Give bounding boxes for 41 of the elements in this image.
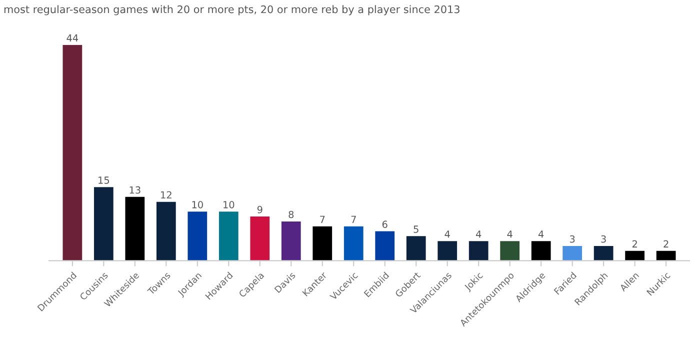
data-label: 4 [444,230,450,238]
data-label: 10 [224,201,234,208]
data-label: 4 [507,230,512,238]
data-label: 13 [130,186,140,194]
bar [438,241,458,261]
data-label: 12 [161,191,172,198]
data-label: 3 [601,235,606,243]
data-label: 2 [664,240,668,248]
data-label: 15 [98,176,110,184]
bar [625,250,645,261]
bar [562,246,582,261]
bar [500,241,520,261]
data-label: 44 [66,34,78,42]
bar [218,212,238,261]
bar [594,246,614,261]
bar [281,221,301,261]
bar [188,212,208,261]
bar [250,216,270,261]
data-label: 3 [570,235,575,243]
bar [656,250,676,261]
data-label: 7 [351,216,356,223]
bar [344,226,364,261]
data-label: 5 [414,226,418,233]
bar [468,241,488,261]
data-label: 4 [476,230,482,238]
data-label: 10 [192,201,203,208]
data-label: 6 [382,220,388,228]
data-label: 2 [632,240,637,248]
bar [94,187,114,261]
bar [125,196,145,261]
chart-title: most regular-season games with 20 or more pts, 20 or more reb by a player since 2013 [4,5,460,16]
data-label: 7 [320,216,325,223]
bar [156,202,176,261]
bar [375,231,395,261]
data-label: 4 [538,230,544,238]
bar [62,44,82,261]
data-label: 9 [257,206,262,214]
bar [312,226,332,261]
data-label: 8 [288,210,294,218]
bar [531,241,551,261]
bar [406,236,426,261]
